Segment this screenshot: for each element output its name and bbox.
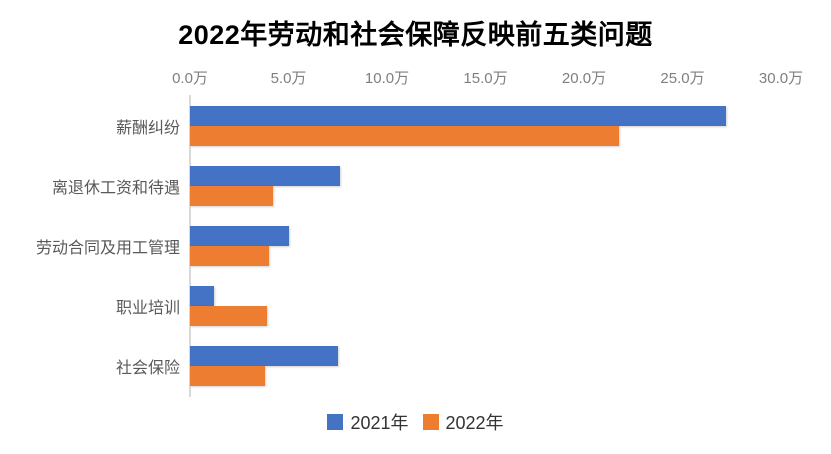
- bar-2021年: [190, 346, 338, 366]
- bar-2022年: [190, 306, 267, 326]
- x-axis: 0.0万 5.0万 10.0万 15.0万 20.0万 25.0万 30.0万: [0, 67, 831, 87]
- category-row: 离退休工资和待遇: [0, 156, 831, 216]
- x-axis-tick-label: 25.0万: [660, 70, 705, 87]
- bar-2021年: [190, 226, 289, 246]
- category-label: 薪酬纠纷: [115, 120, 180, 137]
- bar-2021年: [190, 106, 726, 126]
- plot-area: 薪酬纠纷离退休工资和待遇劳动合同及用工管理职业培训社会保险: [0, 96, 831, 396]
- bar-2022年: [190, 186, 273, 206]
- category-row: 职业培训: [0, 276, 831, 336]
- category-label: 劳动合同及用工管理: [35, 240, 180, 257]
- x-axis-tick-label: 15.0万: [463, 70, 508, 87]
- legend-swatch-icon: [327, 414, 344, 430]
- legend-item: 2022年: [422, 409, 504, 435]
- category-label: 离退休工资和待遇: [51, 180, 180, 197]
- category-label: 职业培训: [115, 300, 180, 317]
- legend-label: 2022年: [445, 413, 504, 433]
- chart-title: 2022年劳动和社会保障反映前五类问题: [178, 20, 653, 50]
- bar-2022年: [190, 366, 265, 386]
- bar-2021年: [190, 286, 214, 306]
- category-row: 薪酬纠纷: [0, 96, 831, 156]
- x-axis-tick-label: 20.0万: [561, 70, 607, 87]
- legend-label: 2021年: [350, 413, 409, 433]
- bar-2022年: [190, 246, 269, 266]
- category-row: 社会保险: [0, 336, 831, 396]
- x-axis-tick-label: 30.0万: [758, 70, 804, 87]
- x-axis-tick-label: 5.0万: [270, 70, 307, 87]
- category-row: 劳动合同及用工管理: [0, 216, 831, 276]
- x-axis-tick-label: 0.0万: [172, 70, 208, 87]
- legend-item: 2021年: [327, 409, 409, 435]
- category-label: 社会保险: [115, 360, 180, 377]
- bar-2021年: [190, 166, 340, 186]
- bar-2022年: [190, 126, 620, 146]
- x-axis-tick-label: 10.0万: [364, 70, 410, 87]
- legend: 2021年 2022年: [0, 409, 831, 435]
- legend-swatch-icon: [422, 414, 439, 430]
